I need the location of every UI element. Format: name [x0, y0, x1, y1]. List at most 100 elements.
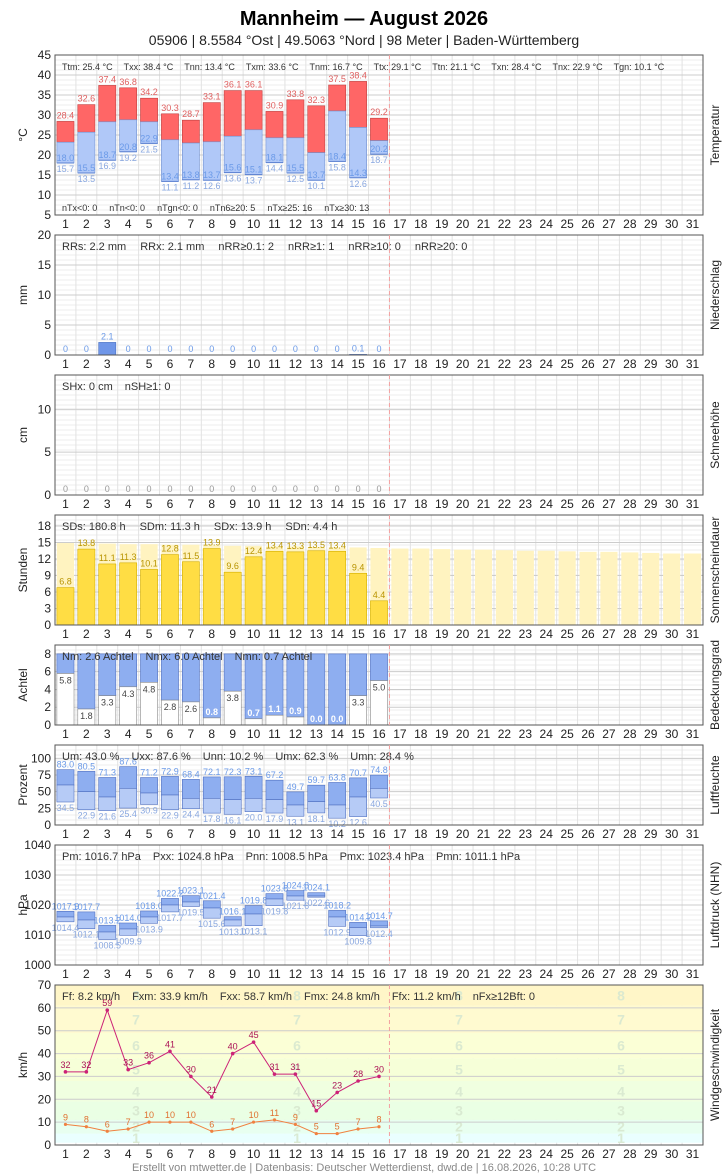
x-tick-label: 5 [146, 497, 153, 511]
sun-value: 13.8 [78, 538, 96, 548]
stat-label: Txm: 33.6 °C [246, 62, 299, 72]
x-tick-label: 24 [540, 827, 554, 841]
mean-wind-point [272, 1118, 277, 1122]
hum-lower-bar [161, 794, 179, 811]
cloud-value: 3.8 [226, 693, 239, 703]
beaufort-label: 5 [132, 1062, 140, 1078]
x-tick-label: 31 [686, 357, 700, 371]
x-tick-label: 14 [331, 497, 345, 511]
beaufort-label: 1 [617, 1130, 625, 1146]
stat-label: Umx: 62.3 % [275, 751, 338, 763]
mean-wind-value: 9 [63, 1112, 68, 1122]
tmax-bar [77, 104, 96, 133]
x-tick-label: 13 [310, 827, 324, 841]
precip-value: 0 [376, 344, 381, 354]
press-max-value: 1014.2 [344, 912, 372, 922]
tmax-bar [161, 113, 179, 141]
precip-value: 0 [251, 344, 256, 354]
beaufort-label: 6 [455, 1038, 463, 1054]
press-max-value: 1019.8 [240, 896, 268, 906]
x-tick-label: 20 [456, 627, 470, 641]
x-tick-label: 5 [146, 967, 153, 981]
stat-label: Pmn: 1011.1 hPa [436, 851, 521, 863]
x-tick-label: 5 [146, 827, 153, 841]
x-tick-label: 28 [623, 627, 637, 641]
sun-bar [98, 563, 117, 626]
x-tick-label: 8 [208, 357, 215, 371]
x-tick-label: 23 [519, 627, 533, 641]
press-lower-bar [349, 927, 367, 936]
x-tick-label: 24 [540, 217, 554, 231]
precip-value: 0 [167, 344, 172, 354]
beaufort-label: 8 [617, 987, 625, 1003]
side-label: Luftfeuchte [708, 755, 722, 815]
press-upper-bar [98, 925, 117, 933]
x-tick-label: 2 [83, 497, 90, 511]
press-min-value: 1013.9 [135, 924, 163, 934]
stat-label: Umn: 28.4 % [350, 751, 414, 763]
x-tick-label: 5 [146, 727, 153, 741]
x-tick-label: 10 [247, 217, 261, 231]
y-tick-label: 5 [44, 208, 51, 222]
y-tick-label: 50 [38, 1024, 52, 1038]
x-tick-label: 16 [372, 967, 386, 981]
x-tick-label: 11 [268, 727, 281, 741]
gust-value: 30 [374, 1064, 384, 1074]
x-tick-label: 22 [498, 217, 512, 231]
hum-upper-bar [244, 775, 263, 799]
stat-label: Pxx: 1024.8 hPa [153, 851, 235, 863]
tmax-value: 37.5 [328, 74, 346, 84]
sun-bar [265, 550, 284, 626]
tmax-value: 28.4 [57, 110, 75, 120]
press-min-value: 1015.6 [198, 919, 226, 929]
hum-max-value: 68.4 [182, 769, 200, 779]
x-tick-label: 7 [188, 1147, 195, 1161]
y-tick-label: 15 [38, 168, 52, 182]
mean-wind-point [189, 1120, 193, 1124]
x-tick-label: 27 [602, 727, 616, 741]
gust-value: 59 [102, 998, 112, 1008]
stat-label: Uxx: 87.6 % [131, 751, 191, 763]
tmax-bar [223, 90, 242, 137]
beaufort-label: 4 [617, 1083, 625, 1099]
x-tick-label: 4 [125, 357, 132, 371]
x-tick-label: 9 [229, 497, 236, 511]
tmax-bar [328, 84, 347, 112]
sun-possible-bar [600, 551, 618, 625]
press-upper-bar [119, 922, 138, 930]
y-tick-label: 12 [38, 552, 52, 566]
hum-min-value: 21.6 [98, 812, 116, 822]
stat-label: nTn6≥20: 5 [210, 203, 255, 213]
hum-lower-bar [307, 801, 326, 814]
hum-upper-bar [161, 776, 179, 796]
beaufort-label: 6 [293, 1038, 301, 1054]
hum-min-value: 34.5 [57, 803, 75, 813]
press-upper-bar [349, 922, 367, 928]
cloud-value: 4.8 [143, 684, 156, 694]
x-tick-label: 26 [581, 727, 595, 741]
x-tick-label: 13 [310, 967, 324, 981]
x-tick-label: 25 [560, 357, 574, 371]
x-tick-label: 17 [393, 967, 407, 981]
mean-wind-point [147, 1120, 151, 1124]
stat-label: Tnx: 22.9 °C [553, 62, 604, 72]
panel-border [54, 514, 704, 626]
gust-value: 32 [60, 1060, 70, 1070]
hum-max-value: 73.1 [245, 766, 263, 776]
beaufort-label: 1 [293, 1130, 301, 1146]
x-tick-label: 6 [167, 627, 174, 641]
tmax-bar [244, 90, 263, 131]
side-label: Temperatur [708, 105, 722, 166]
x-tick-label: 4 [125, 1147, 132, 1161]
x-tick-label: 28 [623, 497, 637, 511]
hum-upper-bar [307, 784, 326, 802]
y-tick-label: 5 [44, 445, 51, 459]
snow-value: 0 [230, 484, 235, 494]
x-tick-label: 16 [372, 1147, 386, 1161]
x-tick-label: 1 [62, 217, 69, 231]
hum-min-value: 25.4 [119, 809, 137, 819]
mean-wind-point [210, 1129, 214, 1133]
cloud-value: 0.9 [289, 706, 302, 716]
stat-label: nRR≥1: 1 [288, 241, 334, 253]
x-tick-label: 20 [456, 357, 470, 371]
